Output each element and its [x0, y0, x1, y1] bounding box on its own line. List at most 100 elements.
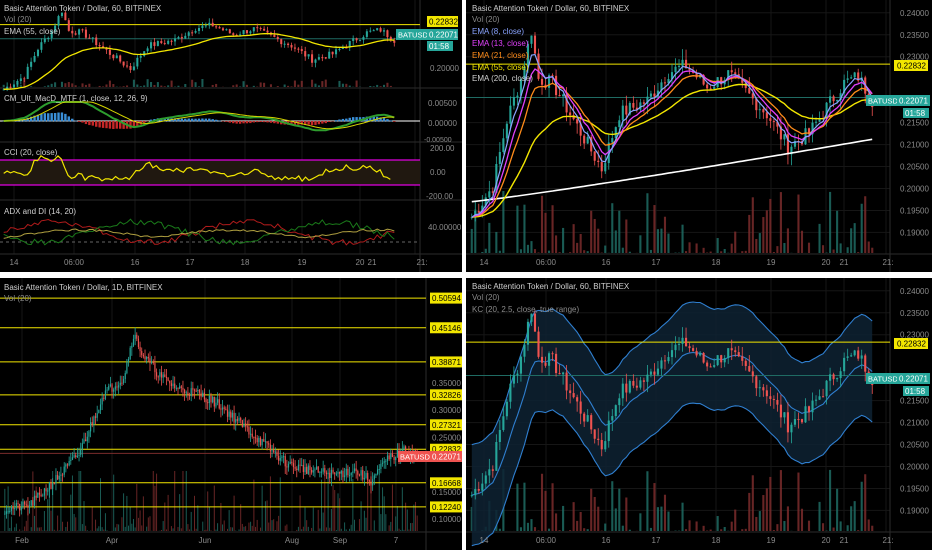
- candle: [569, 112, 572, 116]
- candle: [254, 437, 257, 439]
- candle: [793, 141, 797, 147]
- candle: [99, 404, 102, 411]
- candle: [192, 388, 194, 390]
- candle: [292, 463, 295, 468]
- time-tick: 20: [356, 258, 365, 267]
- candle: [327, 472, 329, 475]
- candle: [385, 460, 387, 462]
- volume-bar: [639, 235, 642, 253]
- volume-bar: [48, 490, 50, 531]
- symbol-tag: [866, 373, 899, 384]
- macd-histogram-bar: [77, 121, 81, 122]
- macd-histogram-bar: [382, 117, 386, 122]
- volume-bar: [81, 83, 84, 87]
- volume-bar: [118, 524, 120, 531]
- candle: [526, 321, 530, 345]
- candle: [221, 407, 224, 410]
- volume-bar: [108, 80, 111, 87]
- candle: [656, 368, 660, 375]
- candle: [27, 504, 29, 508]
- candle: [523, 66, 526, 79]
- candle: [741, 78, 744, 83]
- volume-bar: [165, 529, 167, 531]
- chart-svg[interactable]: Basic Attention Token / Dollar, 1D, BITF…: [0, 278, 462, 550]
- macd-histogram-bar: [71, 118, 74, 122]
- chart-title: Basic Attention Token / Dollar, 60, BITF…: [4, 4, 162, 13]
- chart-svg[interactable]: Basic Attention Token / Dollar, 60, BITF…: [0, 0, 462, 272]
- candle: [12, 84, 16, 88]
- volume-bar: [208, 506, 210, 531]
- candle: [807, 128, 811, 135]
- volume-bar: [322, 512, 324, 531]
- candle: [276, 451, 278, 456]
- candle: [713, 87, 716, 89]
- candle: [716, 355, 719, 366]
- price-tick: 0.24000: [900, 287, 929, 296]
- candle: [283, 43, 286, 45]
- macd-histogram-bar: [345, 118, 348, 122]
- candle: [156, 41, 159, 46]
- volume-bar: [871, 247, 874, 253]
- candle: [646, 374, 649, 382]
- volume-bar: [40, 527, 42, 531]
- volume-bar: [104, 513, 106, 531]
- chart-panel-hourly-emas[interactable]: Basic Attention Token / Dollar, 60, BITF…: [466, 0, 932, 272]
- candle: [85, 439, 87, 442]
- volume-bar: [688, 242, 691, 253]
- candle: [287, 43, 290, 46]
- volume-bar: [156, 82, 159, 87]
- chart-panel-hourly-oscillators[interactable]: Basic Attention Token / Dollar, 60, BITF…: [0, 0, 462, 272]
- volume-bar: [215, 83, 218, 87]
- candle: [360, 470, 362, 476]
- candle: [491, 469, 494, 471]
- price-tick: 0.15000: [432, 488, 461, 497]
- price-tick: 0.21000: [900, 141, 929, 150]
- candle: [10, 506, 13, 511]
- candle: [177, 387, 179, 389]
- macd-histogram-bar: [74, 120, 77, 122]
- volume-bar: [81, 524, 83, 531]
- volume-bar: [846, 525, 849, 531]
- volume-bar: [646, 471, 649, 531]
- volume-bar: [776, 246, 779, 253]
- volume-bar: [829, 469, 832, 531]
- macd-histogram-bar: [389, 120, 393, 122]
- volume-bar: [338, 80, 341, 87]
- chart-panel-hourly-keltner[interactable]: Basic Attention Token / Dollar, 60, BITF…: [466, 278, 932, 550]
- volume-bar: [751, 197, 754, 253]
- candle: [43, 38, 46, 43]
- candle: [379, 28, 382, 32]
- candle: [103, 397, 105, 399]
- chart-svg[interactable]: Basic Attention Token / Dollar, 60, BITF…: [466, 0, 932, 272]
- chart-panel-daily-fib[interactable]: Basic Attention Token / Dollar, 1D, BITF…: [0, 278, 462, 550]
- candle: [134, 334, 136, 339]
- volume-bar: [52, 471, 54, 531]
- candle: [55, 474, 57, 484]
- candle: [191, 32, 194, 34]
- candle: [218, 399, 220, 409]
- last-price-label: 0.22071: [899, 97, 928, 106]
- volume-bar: [47, 499, 49, 531]
- volume-bar: [389, 85, 392, 87]
- volume-bar: [382, 487, 384, 531]
- symbol-label: BATUSD: [868, 375, 898, 384]
- volume-bar: [611, 203, 614, 253]
- macd-histogram-bar: [310, 121, 314, 126]
- volume-bar: [106, 530, 108, 531]
- volume-bar: [590, 210, 593, 253]
- macd-histogram-bar: [23, 119, 26, 122]
- symbol-tag: [398, 451, 432, 462]
- volume-bar: [576, 520, 579, 531]
- candle: [162, 374, 164, 378]
- volume-bar: [43, 86, 46, 87]
- candle: [572, 393, 575, 398]
- candle: [71, 30, 74, 34]
- volume-bar: [70, 494, 72, 531]
- candle: [256, 438, 258, 443]
- candle: [225, 408, 227, 410]
- chart-svg[interactable]: Basic Attention Token / Dollar, 60, BITF…: [466, 278, 932, 550]
- volume-bar: [864, 474, 867, 531]
- candle: [744, 82, 747, 89]
- candle: [43, 488, 46, 496]
- candle: [215, 402, 217, 407]
